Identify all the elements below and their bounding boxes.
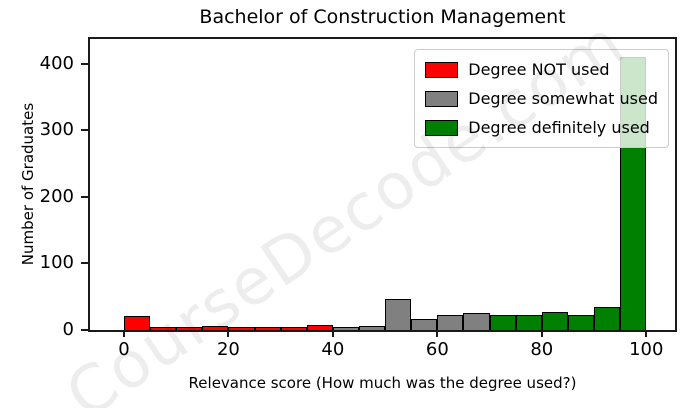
x-tick-label: 0: [118, 339, 130, 360]
histogram-bar-65-70: [463, 313, 490, 330]
histogram-bar-90-95: [594, 306, 621, 330]
histogram-bar-45-50: [358, 326, 386, 330]
histogram-bar-40-45: [332, 327, 359, 330]
legend-swatch-2: [425, 119, 459, 136]
histogram-bar-80-85: [541, 312, 568, 330]
x-tick: [331, 330, 334, 337]
legend-swatch-0: [425, 61, 459, 78]
x-tick: [436, 330, 439, 337]
x-tick-label: 40: [321, 339, 345, 360]
histogram-bar-75-80: [515, 315, 542, 330]
histogram-bar-70-75: [489, 315, 516, 330]
histogram-bar-35-40: [306, 325, 333, 330]
x-tick: [227, 330, 230, 337]
legend-label-2: Degree definitely used: [468, 118, 650, 137]
histogram-bar-20-25: [228, 327, 255, 330]
y-tick: [81, 62, 88, 65]
histogram-bar-5-10: [150, 327, 177, 330]
y-tick: [81, 129, 88, 132]
histogram-bar-50-55: [385, 299, 412, 330]
legend-item-2: Degree definitely used: [425, 115, 658, 140]
legend: Degree NOT used Degree somewhat used Degre…: [414, 49, 669, 148]
y-tick-label: 200: [39, 185, 74, 207]
y-tick-label: 100: [39, 252, 74, 274]
x-tick-label: 80: [530, 339, 554, 360]
chart-title: Bachelor of Construction Management: [199, 6, 566, 28]
legend-swatch-1: [425, 90, 459, 107]
x-tick: [540, 330, 543, 337]
legend-item-0: Degree NOT used: [425, 57, 658, 82]
x-tick-label: 100: [629, 339, 664, 360]
y-tick: [81, 195, 88, 198]
x-tick: [645, 330, 648, 337]
y-tick-label: 400: [39, 52, 74, 74]
histogram-bar-55-60: [411, 318, 438, 330]
histogram-bar-85-90: [567, 314, 595, 330]
histogram-bar-10-15: [176, 327, 203, 330]
legend-label-0: Degree NOT used: [468, 60, 610, 79]
legend-label-1: Degree somewhat used: [468, 89, 658, 108]
histogram-bar-0-5: [123, 316, 151, 330]
legend-item-1: Degree somewhat used: [425, 86, 658, 111]
x-tick-label: 60: [425, 339, 449, 360]
histogram-bar-25-30: [254, 327, 281, 330]
x-tick-label: 20: [216, 339, 240, 360]
histogram-bar-60-65: [437, 315, 464, 330]
histogram-bar-30-35: [280, 327, 307, 330]
y-tick-label: 0: [62, 319, 74, 340]
y-tick: [81, 262, 88, 265]
histogram-bar-15-20: [202, 326, 229, 330]
y-tick-label: 300: [39, 119, 74, 141]
x-axis-label: Relevance score (How much was the degree…: [188, 374, 577, 392]
plot-area: 0 20 40 60 80 100 0 100 200 300 400 Degree NOT used…: [40, 37, 677, 360]
y-tick: [81, 329, 88, 331]
x-tick: [122, 330, 125, 337]
